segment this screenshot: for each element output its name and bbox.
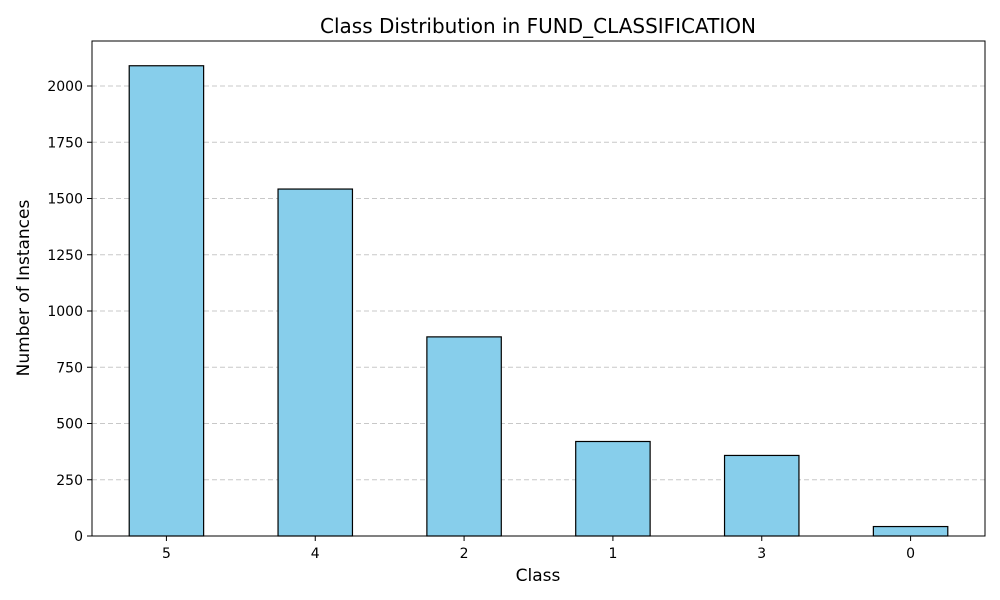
bar-class-2 <box>426 336 502 537</box>
y-tick-label: 750 <box>56 360 83 376</box>
bar-class-1 <box>575 440 651 537</box>
x-tick-label: 4 <box>311 546 320 562</box>
chart-title: Class Distribution in FUND_CLASSIFICATIO… <box>320 14 756 38</box>
y-tick-label: 1500 <box>47 192 83 208</box>
tick-layer: 0 250 500 750 1000 1250 1500 1750 2000 5 4 2 1 3 0 <box>47 79 915 562</box>
x-tick-label: 0 <box>906 546 915 562</box>
x-tick-label: 3 <box>757 546 766 562</box>
y-tick-label: 1250 <box>47 248 83 264</box>
plot-frame <box>91 40 986 537</box>
x-tick-label: 5 <box>162 546 171 562</box>
y-tick-label: 500 <box>56 417 83 433</box>
y-tick-label: 1000 <box>47 304 83 320</box>
y-axis-label: Number of Instances <box>14 200 34 377</box>
bar-class-0 <box>872 525 949 537</box>
y-tick-label: 0 <box>74 529 83 545</box>
y-tick-label: 2000 <box>47 79 83 95</box>
bar-layer <box>128 65 949 537</box>
x-tick-label: 2 <box>460 546 469 562</box>
x-axis-label: Class <box>516 566 561 586</box>
bar-class-5 <box>128 65 205 537</box>
y-tick-label: 1750 <box>47 135 83 151</box>
y-tick-label: 250 <box>56 473 83 489</box>
bar-class-3 <box>723 454 800 537</box>
bar-class-4 <box>277 188 354 537</box>
x-tick-label: 1 <box>608 546 617 562</box>
grid-layer <box>92 85 985 537</box>
